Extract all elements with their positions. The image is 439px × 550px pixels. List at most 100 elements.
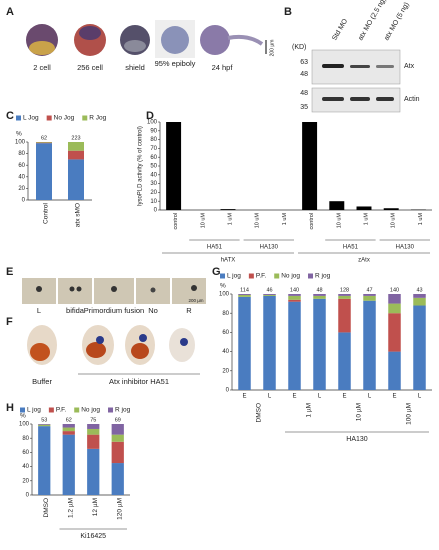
legend-swatch: [74, 407, 80, 413]
x-tick-label: control: [309, 213, 315, 230]
caption: shield: [125, 63, 145, 72]
bar-segment: [68, 150, 84, 160]
bar-segment: [62, 424, 75, 428]
legend-label: R jog: [315, 273, 331, 280]
x-tick-label: Control: [43, 202, 50, 224]
legend-swatch: [16, 115, 21, 121]
panel-letter: B: [284, 6, 292, 18]
y-tick-label: 20: [18, 186, 25, 192]
y-tick-label: 40: [22, 464, 29, 470]
bar: [383, 208, 399, 210]
legend-swatch: [20, 407, 25, 413]
n-label: 75: [90, 417, 96, 423]
caption: 256 cell: [77, 63, 103, 72]
group-label: Ki16425: [80, 533, 106, 540]
panel-letter: A: [6, 6, 14, 18]
legend-label: R jog: [115, 407, 131, 414]
y-tick-label: 100: [19, 422, 30, 428]
y-tick-label: 100: [15, 140, 26, 146]
bar-segment: [338, 294, 351, 296]
group-label: zAtx: [358, 258, 370, 264]
legend-swatch: [220, 273, 225, 279]
n-label: 140: [290, 287, 299, 293]
legend-label: No jog: [281, 273, 300, 280]
bar-segment: [87, 448, 100, 495]
scale-label: 200 µm: [269, 40, 275, 57]
caption: L: [37, 306, 41, 315]
legend-label: R Jog: [89, 115, 106, 122]
unit-label: (KD): [292, 44, 306, 51]
x-tick-label: 10 uM: [391, 213, 397, 229]
bar-segment: [36, 142, 52, 144]
n-label: 223: [71, 135, 80, 141]
caption: 95% epiboly: [155, 59, 196, 68]
marker-label: 48: [300, 71, 308, 78]
bar-segment: [413, 297, 426, 306]
y-tick-label: 70: [150, 146, 157, 152]
legend-swatch: [248, 273, 254, 279]
bar-segment: [363, 294, 376, 296]
bar-segment: [363, 300, 376, 390]
bar-segment: [238, 294, 251, 297]
inhibitor-images: [27, 325, 195, 365]
bar-segment: [62, 431, 75, 435]
n-label: 140: [390, 287, 399, 293]
legend-swatch: [82, 115, 88, 121]
y-tick-label: 40: [150, 172, 157, 178]
n-label: 128: [340, 287, 349, 293]
y-tick-label: 60: [222, 330, 229, 336]
bar-segment: [288, 301, 301, 390]
bar-segment: [388, 294, 401, 304]
n-label: 43: [416, 287, 422, 293]
bar-segment: [313, 295, 326, 299]
x-tick-label: atx sMO: [75, 203, 82, 227]
bar-segment: [288, 294, 301, 296]
x-tick-label: E: [342, 394, 346, 400]
legend-swatch: [108, 407, 114, 413]
bar-segment: [68, 159, 84, 200]
y-tick-label: 40: [18, 174, 25, 180]
bar-segment: [263, 295, 276, 390]
legend-swatch: [46, 115, 52, 121]
bar-segment: [313, 294, 326, 296]
group-label: HA130: [346, 436, 368, 443]
bar-segment: [288, 299, 301, 302]
bar-segment: [38, 426, 51, 495]
caption: Primordium fusion: [84, 306, 144, 315]
y-tick-label: 0: [26, 493, 30, 499]
caption: Buffer: [32, 377, 52, 386]
legend-label: L jog: [227, 273, 241, 280]
panel-letter: H: [6, 402, 14, 414]
panel-letter: E: [6, 266, 13, 278]
panel-letter: D: [146, 110, 154, 122]
panel-letter: C: [6, 110, 14, 122]
bar-segment: [413, 294, 426, 298]
n-label: 46: [266, 287, 272, 293]
y-tick-label: 100: [147, 120, 158, 126]
caption: No: [148, 306, 158, 315]
bar-segment: [238, 296, 251, 390]
lane-label: atx MO (2.5 ng): [357, 0, 387, 42]
legend-label: L Jog: [23, 115, 39, 122]
x-tick-label: 120 µM: [116, 498, 123, 520]
x-tick-label: control: [173, 213, 179, 230]
legend-label: P.F.: [56, 407, 67, 414]
subgroup-label: HA130: [396, 245, 415, 251]
legend-label: No jog: [81, 407, 100, 414]
y-tick-label: 20: [222, 368, 229, 374]
bar-segment: [388, 313, 401, 352]
n-label: 62: [66, 417, 72, 423]
y-axis-label: lysoPLD activity (% of control): [138, 126, 144, 206]
bar-segment: [87, 428, 100, 435]
legend-label: L jog: [27, 407, 41, 414]
bar-segment: [288, 295, 301, 300]
dose-label: 1 µM: [306, 403, 313, 418]
x-tick-label: 1 uM: [418, 213, 424, 226]
bar-segment: [313, 298, 326, 390]
bar-segment: [338, 332, 351, 390]
panel-letter: F: [6, 316, 13, 328]
y-tick-label: 80: [22, 436, 29, 442]
x-tick-label: E: [242, 394, 246, 400]
y-tick-label: 20: [150, 190, 157, 196]
